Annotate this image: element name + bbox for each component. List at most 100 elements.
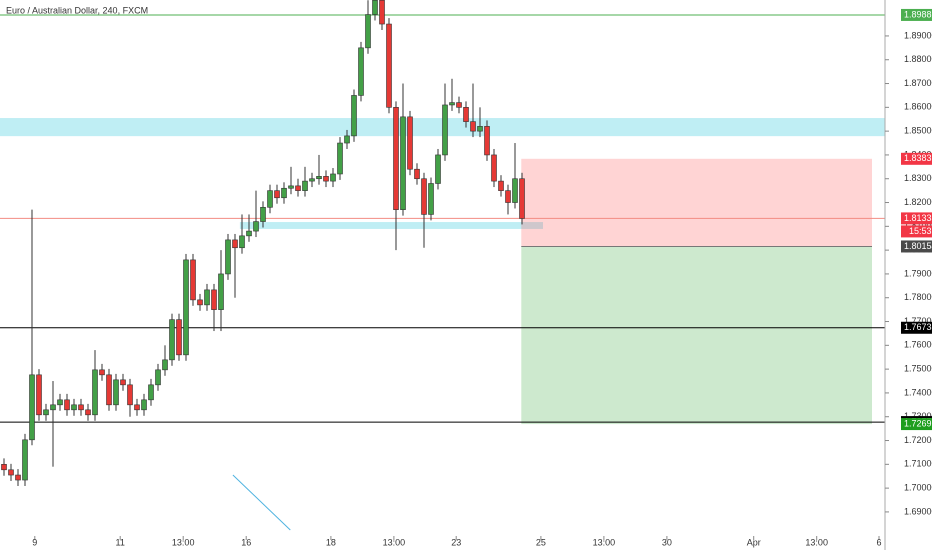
candle-body bbox=[442, 104, 448, 156]
x-tick-label: 6 bbox=[876, 537, 881, 547]
candle-body bbox=[78, 404, 84, 411]
candle-body bbox=[113, 379, 119, 406]
candle-body bbox=[491, 154, 497, 182]
candle-body bbox=[29, 374, 35, 441]
x-tick-label: 23 bbox=[451, 537, 461, 547]
candle-body bbox=[71, 404, 77, 411]
price-tag-label: 1.89882 bbox=[904, 9, 932, 19]
candle-body bbox=[337, 142, 343, 175]
candle-body bbox=[400, 116, 406, 210]
candle-body bbox=[211, 289, 217, 310]
price-tag-label: 1.81333 bbox=[904, 213, 932, 223]
candle-body bbox=[85, 409, 91, 416]
y-tick-label: 1.78000 bbox=[904, 292, 932, 302]
y-tick-label: 1.76000 bbox=[904, 340, 932, 350]
candle-body bbox=[218, 273, 224, 310]
candle-body bbox=[260, 206, 266, 222]
candle-body bbox=[281, 187, 287, 199]
x-tick-label: 16 bbox=[241, 537, 251, 547]
candle-body bbox=[358, 47, 364, 96]
x-tick-label: 13:00 bbox=[172, 537, 195, 547]
candle-body bbox=[463, 107, 469, 122]
y-tick-label: 1.72000 bbox=[904, 435, 932, 445]
x-tick-label: 13:00 bbox=[593, 537, 616, 547]
candle-body bbox=[1, 464, 7, 471]
candle-body bbox=[22, 439, 28, 481]
candle-body bbox=[372, 0, 378, 15]
price-tag bbox=[901, 8, 932, 21]
price-tag bbox=[901, 212, 932, 225]
price-tag-label: 1.76738 bbox=[904, 322, 932, 332]
candle-body bbox=[267, 190, 273, 208]
x-tick-label: 13:00 bbox=[805, 537, 828, 547]
y-tick-label: 1.74000 bbox=[904, 387, 932, 397]
candle-body bbox=[309, 178, 315, 182]
candle-body bbox=[8, 469, 14, 476]
candle-body bbox=[351, 95, 357, 137]
x-tick-label: 11 bbox=[116, 537, 125, 547]
candle-body bbox=[316, 176, 322, 180]
candle-body bbox=[456, 102, 462, 108]
candle-body bbox=[477, 126, 483, 132]
candle-body bbox=[519, 178, 525, 219]
candle-body bbox=[344, 135, 350, 144]
price-tag-label: 1.83837 bbox=[904, 153, 932, 163]
candle-body bbox=[169, 319, 175, 361]
y-tick-label: 1.71000 bbox=[904, 459, 932, 469]
candle-body bbox=[449, 102, 455, 106]
candle-body bbox=[162, 359, 168, 371]
y-tick-label: 1.69000 bbox=[904, 506, 932, 516]
candle-body bbox=[190, 259, 196, 301]
x-tick-label: 30 bbox=[662, 537, 672, 547]
candle-body bbox=[365, 14, 371, 49]
candle-body bbox=[148, 384, 154, 401]
x-tick-label: 18 bbox=[326, 537, 336, 547]
y-tick-label: 1.89000 bbox=[904, 30, 932, 40]
y-tick-label: 1.75000 bbox=[904, 364, 932, 374]
candle-body bbox=[330, 173, 336, 182]
take-profit-area bbox=[521, 246, 873, 425]
candle-body bbox=[120, 379, 126, 386]
trendline bbox=[232, 474, 291, 531]
plot: 9 11 13:00 16 18 13:00 23 25 13:00 30 Apr 13:00 6 bbox=[0, 0, 885, 547]
price-tag bbox=[901, 321, 932, 334]
countdown-tag bbox=[901, 225, 932, 238]
candle-body bbox=[498, 180, 504, 191]
candle-body bbox=[407, 116, 413, 170]
stop-loss-area bbox=[521, 158, 873, 247]
y-tick-label: 1.87000 bbox=[904, 78, 932, 88]
x-tick-label: 13:00 bbox=[383, 537, 406, 547]
candle-body bbox=[379, 0, 385, 25]
price-tag bbox=[901, 418, 932, 431]
candle-body bbox=[204, 289, 210, 306]
candle-body bbox=[127, 384, 133, 406]
candle-body bbox=[288, 185, 294, 189]
candle-body bbox=[57, 399, 63, 406]
candle-body bbox=[64, 399, 70, 411]
candle-body bbox=[141, 399, 147, 411]
candle-body bbox=[36, 374, 42, 416]
candle-body bbox=[428, 183, 434, 215]
candle-body bbox=[239, 235, 245, 249]
candle-body bbox=[225, 239, 231, 275]
price-tag bbox=[901, 240, 932, 253]
candle-body bbox=[505, 190, 511, 203]
y-tick-label: 1.77000 bbox=[904, 316, 932, 326]
chart-title: Euro / Australian Dollar, 240, FXCM bbox=[6, 5, 148, 15]
candle-body bbox=[512, 178, 518, 203]
candle-body bbox=[176, 319, 182, 356]
candle-body bbox=[470, 121, 476, 132]
y-tick-label: 1.70000 bbox=[904, 482, 932, 492]
candle-body bbox=[134, 404, 140, 411]
candle-body bbox=[386, 23, 392, 108]
x-tick-label: 9 bbox=[32, 537, 37, 547]
candle-body bbox=[155, 369, 161, 386]
candle-body bbox=[246, 230, 252, 237]
price-tag bbox=[901, 152, 932, 165]
y-tick-label: 1.83000 bbox=[904, 173, 932, 183]
candle-body bbox=[484, 126, 490, 156]
candle-body bbox=[50, 404, 56, 411]
y-tick-label: 1.82000 bbox=[904, 197, 932, 207]
